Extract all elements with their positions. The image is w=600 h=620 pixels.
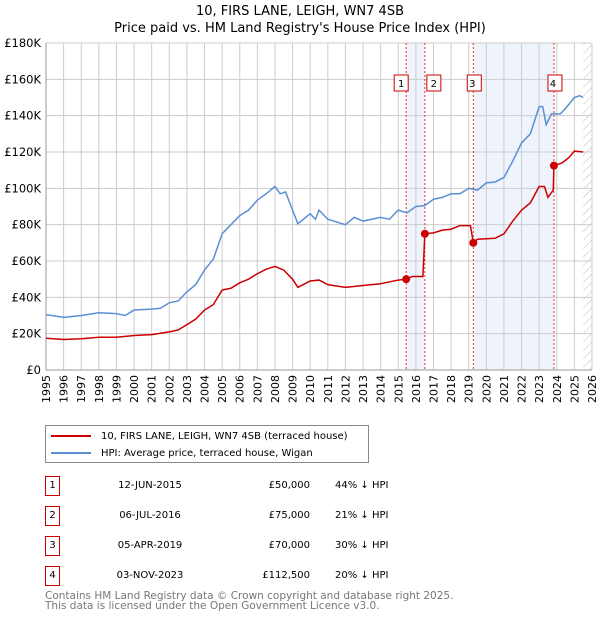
y-tick-label: £80K [12, 218, 42, 232]
y-tick-label: £180K [4, 36, 41, 50]
x-tick-label: 2026 [586, 375, 599, 403]
y-tick-label: £160K [4, 72, 41, 86]
series-line [45, 150, 584, 341]
x-tick-label: 2017 [427, 375, 440, 403]
y-tick-label: £120K [4, 145, 41, 159]
series-line [45, 94, 584, 319]
sale-number-badge: 3 [45, 536, 60, 556]
x-tick-label: 1999 [110, 375, 123, 403]
sale-number-badge: 2 [45, 506, 60, 526]
sale-price: £70,000 [268, 540, 310, 551]
legend-item-property: 10, FIRS LANE, LEIGH, WN7 4SB (terraced … [51, 428, 348, 444]
x-tick-label: 2003 [181, 375, 194, 403]
x-tick-label: 2006 [234, 375, 247, 403]
sale-number-badge: 4 [45, 566, 60, 586]
x-tick-label: 2025 [568, 375, 581, 403]
y-tick-label: £60K [12, 254, 42, 268]
x-tick-label: 1996 [58, 375, 71, 403]
x-tick-label: 1997 [75, 375, 88, 403]
x-tick-label: 1995 [40, 375, 53, 403]
y-tick-label: £100K [4, 181, 41, 195]
x-tick-label: 2000 [128, 375, 141, 403]
chart-title: 10, FIRS LANE, LEIGH, WN7 4SB [196, 4, 404, 19]
sale-price: £50,000 [268, 480, 310, 491]
legend-swatch-blue [51, 452, 91, 454]
sale-hpi-diff: 21% ↓ HPI [335, 510, 389, 521]
x-tick-label: 2021 [498, 375, 511, 403]
x-tick-label: 2022 [516, 375, 529, 403]
sale-number-badge: 1 [45, 476, 60, 496]
x-tick-label: 2024 [551, 375, 564, 403]
x-tick-label: 2009 [287, 375, 300, 403]
legend: 10, FIRS LANE, LEIGH, WN7 4SB (terraced … [45, 425, 369, 463]
x-tick-label: 2020 [480, 375, 493, 403]
x-tick-label: 2012 [339, 375, 352, 403]
x-tick-label: 2016 [410, 375, 423, 403]
sale-label: 3 [469, 79, 475, 90]
price-chart: 1995 1996 1997 1998 1999 2000 2001 2002 2003 2004… [4, 36, 599, 403]
sale-point [469, 238, 478, 247]
footer-copyright: Contains HM Land Registry data © Crown c… [45, 590, 454, 602]
sale-hpi-diff: 30% ↓ HPI [335, 540, 389, 551]
sale-row: 3 05-APR-2019 £70,000 30% ↓ HPI [45, 536, 388, 556]
legend-item-hpi: HPI: Average price, terraced house, Wiga… [51, 445, 313, 461]
x-tick-label: 1998 [93, 375, 106, 403]
y-tick-label: £40K [12, 290, 42, 304]
sale-row: 2 06-JUL-2016 £75,000 21% ↓ HPI [45, 506, 388, 526]
x-tick-label: 2023 [533, 375, 546, 403]
sale-label: 1 [398, 79, 404, 90]
y-tick-label: £20K [12, 327, 42, 341]
sale-hpi-diff: 44% ↓ HPI [335, 480, 389, 491]
y-tick-label: £140K [4, 109, 41, 123]
legend-label: 10, FIRS LANE, LEIGH, WN7 4SB (terraced … [101, 430, 348, 442]
y-tick-label: £0 [26, 363, 41, 377]
x-tick-label: 2014 [375, 375, 388, 403]
x-tick-label: 2013 [357, 375, 370, 403]
x-tick-label: 2001 [146, 375, 159, 403]
sale-label-box [426, 74, 442, 92]
x-tick-label: 2011 [322, 375, 335, 403]
sale-point [549, 161, 558, 170]
sale-date: 03-NOV-2023 [116, 570, 184, 581]
footer-licence: This data is licensed under the Open Gov… [45, 600, 380, 612]
sale-label: 2 [431, 79, 437, 90]
sale-point [420, 229, 429, 238]
sale-label-box [466, 74, 482, 92]
sale-label-box [393, 74, 409, 92]
x-tick-label: 2004 [199, 375, 212, 403]
x-tick-label: 2008 [269, 375, 282, 403]
sale-row: 1 12-JUN-2015 £50,000 44% ↓ HPI [45, 476, 388, 496]
sale-date: 12-JUN-2015 [118, 480, 182, 491]
x-tick-label: 2019 [463, 375, 476, 403]
x-tick-label: 2018 [445, 375, 458, 403]
chart-subtitle: Price paid vs. HM Land Registry's House … [114, 21, 486, 36]
shaded-period [473, 43, 554, 370]
x-tick-label: 2005 [216, 375, 229, 403]
sale-date: 05-APR-2019 [117, 540, 183, 551]
x-tick-label: 2002 [163, 375, 176, 403]
sale-hpi-diff: 20% ↓ HPI [335, 570, 389, 581]
sale-label-box [547, 74, 563, 92]
sale-point [402, 275, 411, 284]
forecast-hatch [583, 43, 592, 370]
sale-price: £112,500 [262, 570, 310, 581]
legend-label: HPI: Average price, terraced house, Wiga… [101, 447, 313, 459]
sale-row: 4 03-NOV-2023 £112,500 20% ↓ HPI [45, 566, 388, 586]
sale-date: 06-JUL-2016 [119, 510, 181, 521]
legend-swatch-red [51, 435, 91, 437]
sale-price: £75,000 [268, 510, 310, 521]
x-tick-label: 2015 [392, 375, 405, 403]
x-tick-label: 2010 [304, 375, 317, 403]
x-tick-label: 2007 [251, 375, 264, 403]
sale-label: 4 [550, 79, 556, 90]
